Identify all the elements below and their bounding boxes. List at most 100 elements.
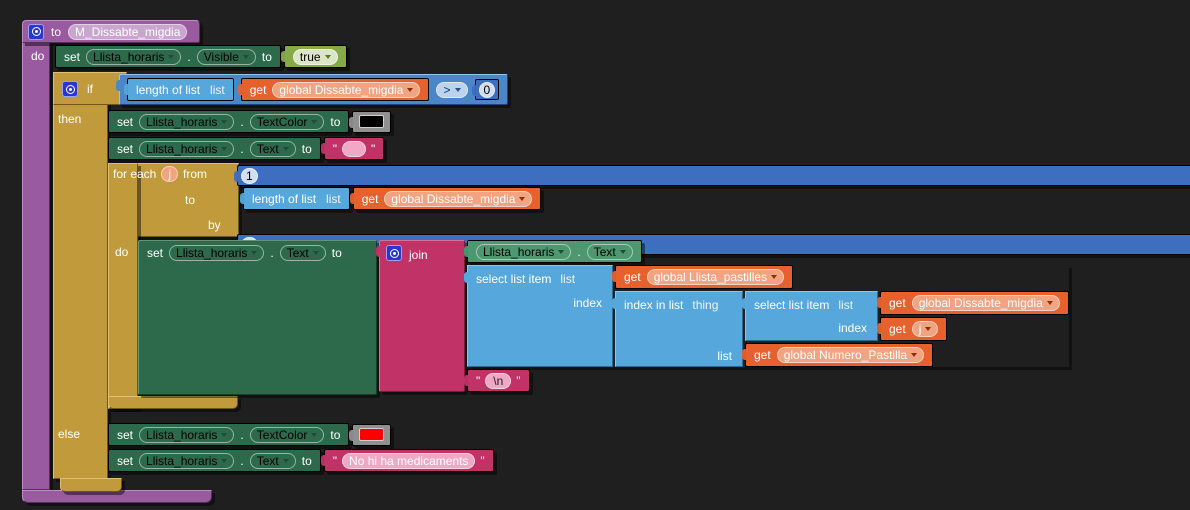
index-in-list-block[interactable]: index in list thing list <box>612 291 1069 367</box>
set-label: set <box>64 49 81 64</box>
dropdown-arrow-icon <box>242 54 249 59</box>
color-red-block[interactable] <box>349 423 392 446</box>
set-text-join-block[interactable]: set Llista_horaris . Text to <box>138 240 377 395</box>
from-number-block[interactable]: 1 <box>234 165 1190 186</box>
get-variable-block[interactable]: get global Dissabte_migdia <box>237 78 430 101</box>
length-of-list-block[interactable]: length of list list <box>124 78 234 101</box>
component-dropdown[interactable]: Llista_horaris <box>476 243 572 260</box>
set-visible-block[interactable]: set Llista_horaris . Visible to <box>55 45 281 68</box>
component-dropdown[interactable]: Llista_horaris <box>139 113 235 130</box>
dropdown-arrow-icon <box>454 87 461 92</box>
close-quote: " <box>371 141 376 156</box>
loop-variable-field[interactable]: j <box>161 166 179 182</box>
get-j-block[interactable]: get j <box>876 317 948 341</box>
if-block-header[interactable]: if <box>53 72 127 105</box>
message-string-block[interactable]: " No hi ha medicaments " <box>320 449 494 472</box>
dropdown-arrow-icon <box>1046 301 1053 305</box>
component-dropdown[interactable]: Llista_horaris <box>169 245 265 261</box>
empty-string-block[interactable]: " " <box>320 137 385 160</box>
black-color-swatch[interactable] <box>359 115 385 128</box>
select-list-item-block[interactable]: select list item list index get global L… <box>464 265 1069 367</box>
dropdown-arrow-icon <box>324 54 331 59</box>
join-sockets: Llista_horaris . Text select list item l… <box>464 240 1069 392</box>
index-in-list-label: index in list <box>624 298 684 312</box>
get-variable-block[interactable]: get global Numero_Pastilla <box>741 343 934 367</box>
component-dropdown[interactable]: Llista_horaris <box>86 48 182 65</box>
select-list-item-inner-block[interactable]: select list item list index get gl <box>742 291 1069 341</box>
dropdown-arrow-icon <box>168 54 175 59</box>
procedure-block-spine[interactable] <box>22 42 50 490</box>
dropdown-arrow-icon <box>251 251 258 255</box>
component-dropdown[interactable]: Llista_horaris <box>139 452 235 469</box>
property-dropdown[interactable]: TextColor <box>249 426 325 443</box>
property-dropdown[interactable]: Text <box>586 243 633 260</box>
component-dropdown[interactable]: Llista_horaris <box>139 426 235 443</box>
procedure-name-field[interactable]: M_Dissabte_migdia <box>68 23 188 40</box>
get-variable-block[interactable]: get global Llista_pastilles <box>611 265 794 289</box>
set-textcolor-block[interactable]: set Llista_horaris . TextColor to <box>108 110 350 133</box>
if-block-spine[interactable] <box>53 72 108 479</box>
logic-true-block[interactable]: true <box>280 45 347 68</box>
if-label: if <box>87 82 93 96</box>
variable-dropdown[interactable]: global Llista_pastilles <box>646 269 785 285</box>
dropdown-arrow-icon <box>221 458 228 463</box>
property-dropdown[interactable]: TextColor <box>249 113 325 130</box>
set-text-join-row: set Llista_horaris . Text to join Llista… <box>138 240 1069 395</box>
property-dropdown[interactable]: Text <box>279 245 326 261</box>
index-socket-label: index <box>838 321 867 335</box>
get-variable-block[interactable]: get global Dissabte_migdia <box>877 291 1069 315</box>
list-socket-label: list <box>717 349 732 363</box>
thing-socket-label: thing <box>692 298 719 312</box>
component-dropdown[interactable]: Llista_horaris <box>139 140 235 157</box>
color-black-block[interactable] <box>349 110 392 133</box>
set-text-block[interactable]: set Llista_horaris . Text to <box>108 137 321 160</box>
property-dropdown[interactable]: Text <box>249 452 296 469</box>
length-of-list-block[interactable]: length of list list <box>240 187 350 210</box>
component-getter-block[interactable]: Llista_horaris . Text <box>464 240 642 263</box>
newline-string-block[interactable]: " \n " <box>464 369 530 392</box>
list-socket-label: list <box>326 191 341 206</box>
variable-dropdown[interactable]: global Dissabte_migdia <box>272 81 421 98</box>
set-text-block[interactable]: set Llista_horaris . Text to <box>108 449 321 472</box>
text-string-field[interactable]: No hi ha medicaments <box>342 452 476 469</box>
text-string-field[interactable] <box>342 140 367 157</box>
get-label: get <box>624 270 641 284</box>
dropdown-arrow-icon <box>221 432 228 437</box>
property-dropdown[interactable]: Visible <box>196 48 256 65</box>
comparison-block[interactable]: length of list list get global Dissabte_… <box>115 74 509 105</box>
operator-dropdown[interactable]: > <box>436 81 468 98</box>
property-dropdown[interactable]: Text <box>249 140 296 157</box>
join-mutator-icon[interactable] <box>386 245 402 261</box>
true-dropdown[interactable]: true <box>292 48 338 65</box>
by-socket-label: by <box>208 218 221 232</box>
for-each-block-bottom[interactable] <box>108 396 238 409</box>
set-textcolor-red-row: set Llista_horaris . TextColor to <box>108 423 392 446</box>
variable-dropdown[interactable]: global Dissabte_migdia <box>384 190 533 207</box>
dropdown-arrow-icon <box>407 87 414 92</box>
get-label: get <box>249 82 267 97</box>
get-variable-block[interactable]: get global Dissabte_migdia <box>349 187 542 210</box>
set-label: set <box>117 453 134 468</box>
text-string-field[interactable]: \n <box>485 372 512 389</box>
join-label: join <box>409 248 428 262</box>
variable-dropdown[interactable]: global Numero_Pastilla <box>776 347 925 363</box>
if-block-bottom-tab[interactable] <box>60 478 122 492</box>
for-each-block-spine[interactable] <box>108 163 138 409</box>
number-field[interactable]: 0 <box>478 81 496 98</box>
dropdown-arrow-icon <box>221 119 228 124</box>
variable-dropdown[interactable]: global Dissabte_migdia <box>911 295 1060 311</box>
dot-label: . <box>577 244 581 259</box>
from-label: from <box>183 167 208 181</box>
red-color-swatch[interactable] <box>359 428 385 441</box>
if-mutator-icon[interactable] <box>62 81 78 97</box>
procedure-definition-block[interactable]: to M_Dissabte_migdia <box>22 20 201 43</box>
variable-dropdown[interactable]: j <box>911 321 939 337</box>
mutator-gear-icon[interactable] <box>28 23 44 40</box>
number-field[interactable]: 1 <box>241 167 258 184</box>
close-quote: " <box>516 373 521 388</box>
set-textcolor-block[interactable]: set Llista_horaris . TextColor to <box>108 423 350 446</box>
number-zero-block[interactable]: 0 <box>471 79 500 100</box>
dropdown-arrow-icon <box>311 119 318 124</box>
join-block[interactable]: join <box>376 240 465 392</box>
